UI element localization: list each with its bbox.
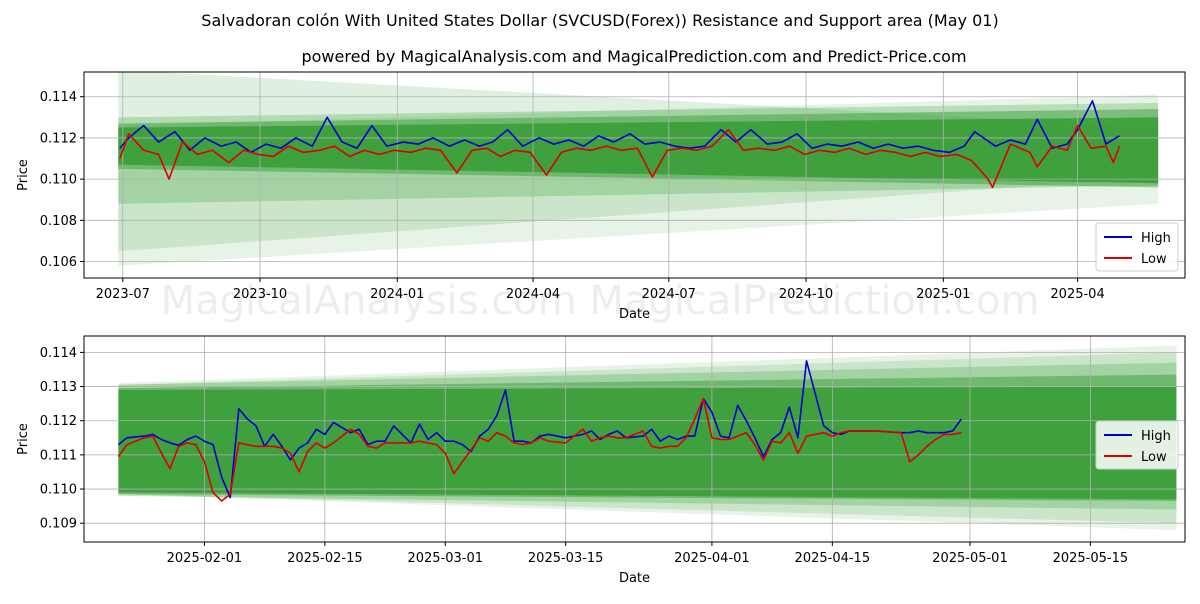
x-tick-label: 2024-07	[642, 287, 696, 302]
support-resistance-band	[118, 94, 1159, 266]
series-line-high	[117, 360, 963, 499]
support-resistance-band	[118, 72, 1159, 252]
x-tick-label: 2025-04-15	[795, 551, 871, 566]
x-tick-label: 2024-01	[370, 287, 424, 302]
y-tick-label: 0.113	[40, 380, 77, 395]
x-tick-label: 2025-03-15	[528, 551, 604, 566]
axes-frame	[83, 71, 1186, 279]
x-tick-label: 2025-03-01	[407, 551, 483, 566]
x-tick-label: 2024-10	[779, 287, 833, 302]
top-panel: 2023-07 2023-10 2024-01 2024-04 2024-07 2024-…	[16, 71, 1186, 322]
y-tick-label: 0.111	[40, 448, 77, 463]
x-tick-label: 2025-02-15	[287, 551, 363, 566]
legend: High Low	[1095, 222, 1179, 272]
legend-label-high: High	[1141, 231, 1171, 246]
plot-area	[84, 336, 1185, 542]
x-tick-label: 2025-01	[916, 287, 970, 302]
y-axis-label: Price	[16, 159, 31, 191]
chart-title: Salvadoran colón With United States Doll…	[201, 11, 998, 30]
y-tick-label: 0.108	[40, 214, 77, 229]
plot-area	[84, 72, 1185, 278]
legend: High Low	[1095, 420, 1179, 470]
watermark-text: MagicalAnalysis.com MagicalPrediction.co…	[161, 278, 1040, 324]
x-axis-label: Date	[619, 571, 650, 586]
y-tick-label: 0.110	[40, 173, 77, 188]
legend-label-low: Low	[1141, 252, 1167, 267]
support-resistance-band	[118, 102, 1159, 204]
legend-label-low: Low	[1141, 450, 1167, 465]
x-tick-label: 2025-04-01	[674, 551, 750, 566]
support-resistance-band	[118, 362, 1177, 510]
series-line-low	[117, 397, 962, 502]
y-tick-label: 0.109	[40, 517, 77, 532]
x-tick-label: 2025-02-01	[167, 551, 243, 566]
series-line-low	[119, 124, 1121, 189]
chart-subtitle: powered by MagicalAnalysis.com and Magic…	[301, 47, 966, 66]
series-line-high	[119, 100, 1120, 154]
x-tick-label: 2024-04	[506, 287, 560, 302]
x-tick-label: 2023-10	[233, 287, 287, 302]
bottom-panel: 2025-02-01 2025-02-15 2025-03-01 2025-03-15…	[16, 335, 1186, 586]
axes-frame	[83, 335, 1186, 543]
legend-label-high: High	[1141, 429, 1171, 444]
support-resistance-band	[118, 386, 1177, 500]
y-tick-label: 0.114	[40, 90, 77, 105]
y-tick-label: 0.112	[40, 131, 77, 146]
y-axis-label: Price	[16, 423, 31, 455]
x-tick-label: 2025-05-15	[1053, 551, 1129, 566]
y-tick-label: 0.114	[40, 346, 77, 361]
x-tick-label: 2023-07	[96, 287, 150, 302]
y-tick-label: 0.106	[40, 255, 77, 270]
y-tick-label: 0.110	[40, 483, 77, 498]
y-tick-label: 0.112	[40, 414, 77, 429]
x-tick-label: 2025-05-01	[932, 551, 1008, 566]
x-tick-label: 2025-04	[1050, 287, 1104, 302]
x-axis-label: Date	[619, 307, 650, 322]
